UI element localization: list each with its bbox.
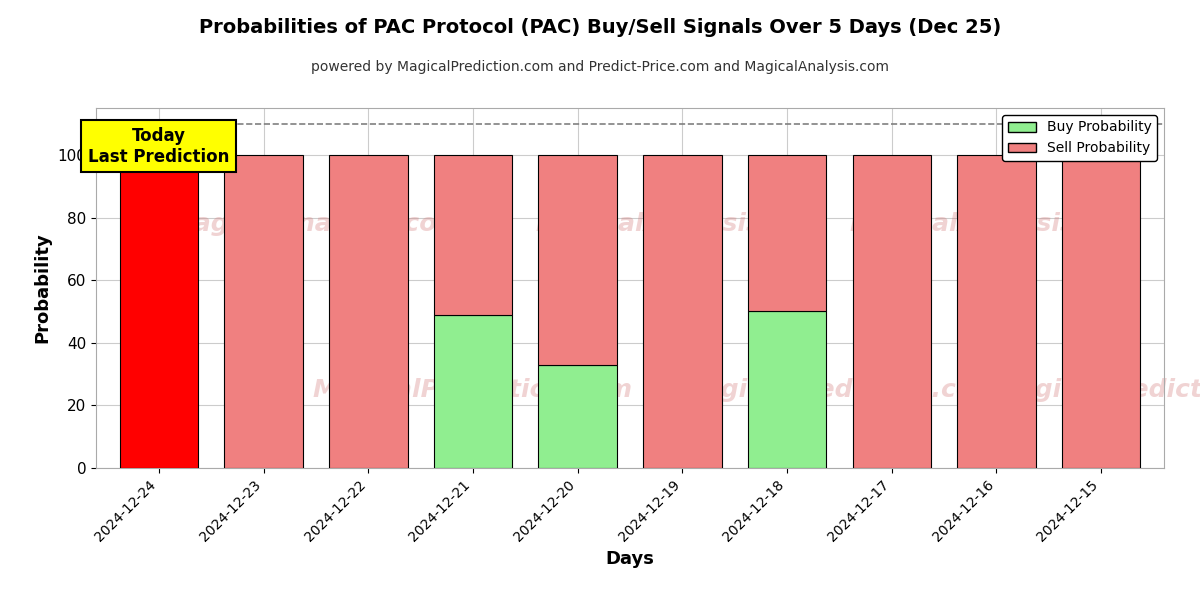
Y-axis label: Probability: Probability — [34, 233, 52, 343]
Text: powered by MagicalPrediction.com and Predict-Price.com and MagicalAnalysis.com: powered by MagicalPrediction.com and Pre… — [311, 60, 889, 74]
Text: MagicalAnalysis.com: MagicalAnalysis.com — [169, 212, 462, 236]
Bar — [224, 155, 302, 468]
Bar — [748, 311, 827, 468]
Text: MagicalPrediction.com: MagicalPrediction.com — [313, 378, 632, 402]
X-axis label: Days: Days — [606, 550, 654, 568]
Bar — [120, 155, 198, 468]
Bar — [433, 155, 512, 314]
Bar — [329, 155, 408, 468]
Bar — [539, 365, 617, 468]
Bar — [852, 155, 931, 468]
Bar — [748, 155, 827, 311]
Legend: Buy Probability, Sell Probability: Buy Probability, Sell Probability — [1002, 115, 1157, 161]
Text: MagicalPrediction.com: MagicalPrediction.com — [994, 378, 1200, 402]
Text: Today
Last Prediction: Today Last Prediction — [88, 127, 229, 166]
Text: MagicalAnalysis.com: MagicalAnalysis.com — [850, 212, 1144, 236]
Bar — [643, 155, 721, 468]
Bar — [433, 314, 512, 468]
Bar — [1062, 155, 1140, 468]
Text: MagicalPrediction.com: MagicalPrediction.com — [679, 378, 1000, 402]
Bar — [539, 155, 617, 365]
Text: MagicalAnalysis.com: MagicalAnalysis.com — [535, 212, 829, 236]
Text: Probabilities of PAC Protocol (PAC) Buy/Sell Signals Over 5 Days (Dec 25): Probabilities of PAC Protocol (PAC) Buy/… — [199, 18, 1001, 37]
Bar — [958, 155, 1036, 468]
